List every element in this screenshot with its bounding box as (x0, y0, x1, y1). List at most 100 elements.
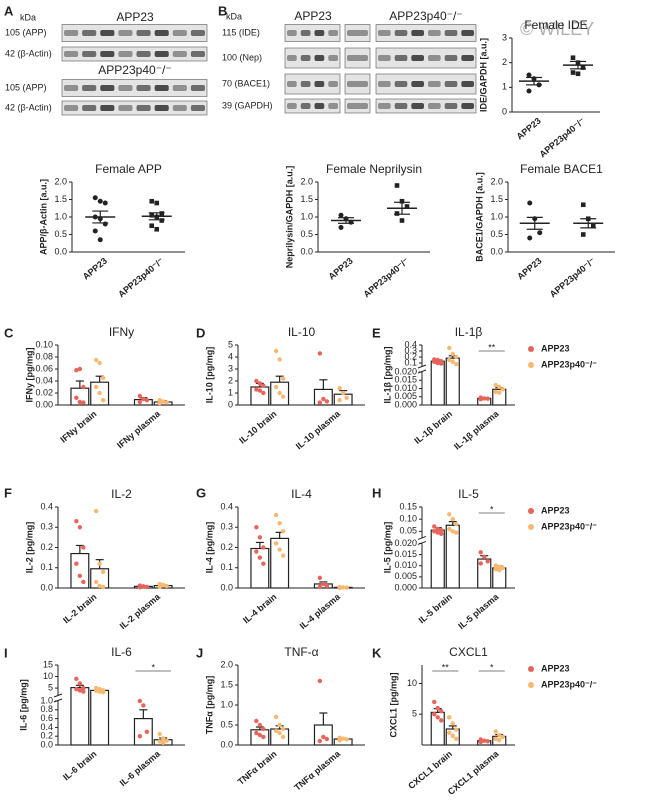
point (157, 739, 162, 744)
legend-marker (528, 682, 534, 688)
y-tick-label: 0.0 (220, 582, 233, 592)
panel-letter: G (196, 485, 206, 500)
chart-title: IL-5 (458, 487, 479, 501)
y-tick-label: 0.04 (35, 375, 53, 385)
blot-band (394, 103, 408, 109)
blot-band (190, 51, 205, 57)
panel-letter: D (196, 325, 205, 340)
point (93, 508, 99, 514)
point (93, 579, 99, 585)
blot-band (461, 81, 474, 87)
y-tick-label: 2.0 (220, 659, 233, 669)
point (164, 400, 169, 405)
blot-band (190, 105, 205, 111)
y-tick-label: 0.06 (35, 363, 53, 373)
point (280, 394, 286, 399)
panel-letter: I (4, 645, 8, 660)
blot-band (444, 103, 458, 109)
blot-band (328, 103, 338, 109)
point (257, 388, 263, 393)
y-axis-label: IL-1β [pg/mg] (382, 347, 392, 404)
point (92, 228, 98, 234)
x-tick-label: APP23 (81, 256, 109, 282)
point (160, 582, 166, 588)
blot-band (428, 81, 441, 87)
blot-band (287, 30, 297, 36)
point (485, 559, 490, 564)
point (317, 738, 323, 744)
x-tick-label: IL-6 brain (61, 749, 98, 783)
panel-letter: A (4, 3, 14, 18)
blot-band (82, 105, 97, 111)
blot-band (461, 103, 474, 109)
point (439, 361, 444, 366)
point (257, 732, 263, 738)
point (100, 690, 106, 695)
point (344, 585, 349, 590)
blot-band (428, 55, 441, 61)
blot-band (428, 30, 441, 36)
y-tick-label: 0.10 (35, 339, 53, 349)
y-tick-label: 0.0 (54, 246, 67, 256)
blot-band (154, 85, 169, 91)
blot-strip (284, 73, 341, 95)
point (338, 212, 344, 218)
point (157, 731, 162, 737)
point (149, 198, 155, 204)
point (137, 734, 143, 739)
y-tick-label: 0.6 (40, 713, 53, 723)
y-tick-label: 0.8 (40, 704, 53, 714)
point (580, 232, 586, 237)
y-tick-label: 2 (502, 57, 507, 67)
point (478, 739, 483, 745)
point (450, 351, 455, 357)
point (454, 736, 459, 742)
point (447, 345, 452, 351)
panel-letter: K (372, 645, 382, 660)
blot-band (444, 55, 458, 61)
point (261, 726, 266, 732)
point (485, 739, 490, 744)
y-axis-label: IDE/GAPDH [a.u.] (478, 38, 488, 112)
point (454, 354, 459, 360)
point (273, 348, 279, 354)
point (317, 400, 323, 405)
point (97, 583, 102, 589)
significance: * (151, 662, 155, 672)
y-tick-label: 1.0 (54, 211, 67, 221)
blot-band (394, 30, 408, 36)
point (527, 235, 533, 241)
point (485, 396, 490, 401)
point (157, 584, 162, 589)
y-axis-label: CXCL1 [pg/mg] (388, 673, 398, 738)
blot-band (64, 105, 79, 111)
point (74, 368, 79, 373)
y-tick-label: 0 (228, 399, 233, 409)
bar (445, 524, 460, 589)
point (137, 584, 143, 590)
y-tick-label: 1 (502, 82, 507, 92)
point (493, 729, 498, 734)
x-tick-label: APP23p40⁻/⁻ (116, 256, 166, 300)
blot-band (118, 105, 133, 111)
legend-marker (528, 524, 534, 530)
chart-title: IFNy (109, 325, 134, 339)
blot-group: APP23p40⁻/⁻ (98, 63, 171, 77)
blot-band (461, 30, 474, 36)
significance: ** (442, 662, 450, 672)
blot-group: APP23 (116, 10, 154, 24)
point (160, 740, 166, 745)
y-tick-label: 5 (412, 709, 417, 719)
point (273, 512, 279, 518)
point (435, 526, 440, 532)
point (81, 689, 86, 694)
blot-band (378, 55, 391, 61)
watermark: © WILEY (520, 19, 594, 39)
point (277, 521, 282, 526)
point (321, 581, 326, 587)
bar (90, 689, 110, 746)
blot-strip (61, 24, 208, 42)
legend-marker (528, 666, 534, 672)
point (141, 584, 146, 589)
point (497, 732, 502, 738)
